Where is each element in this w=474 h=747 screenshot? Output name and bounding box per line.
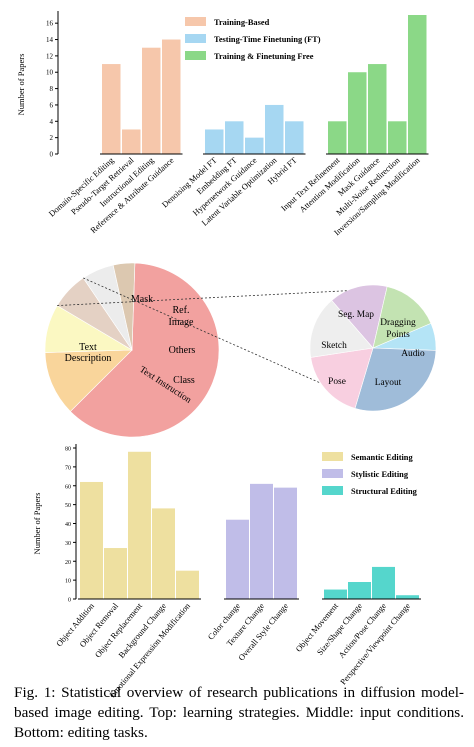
top-y-axis-label: Number of Papers — [16, 54, 26, 116]
input-condition-pie-slice — [44, 349, 133, 412]
bottom-legend-label: Semantic Editing — [351, 453, 413, 462]
top-legend-swatch — [185, 51, 206, 60]
others-breakdown-pie-slice — [310, 347, 374, 409]
bottom-bar — [104, 548, 127, 599]
figure-caption: Fig. 1: Statistical overview of research… — [14, 684, 464, 741]
bottom-category-label: Object Movement — [294, 601, 340, 654]
bottom-y-tick-label: 70 — [65, 465, 71, 471]
bottom-bar — [324, 589, 347, 599]
top-legend-swatch — [185, 17, 206, 26]
bottom-bar — [396, 595, 419, 599]
others-breakdown-pie-slice — [354, 347, 437, 412]
bottom-bar — [250, 483, 273, 599]
bottom-bar — [176, 570, 199, 599]
bottom-y-tick-label: 30 — [65, 541, 71, 547]
bottom-y-tick-label: 60 — [65, 484, 71, 490]
input-condition-pie-chart: TextDescriptionMaskRef.ImageOthersClassT… — [44, 262, 220, 438]
input-condition-pie-label: Others — [169, 345, 196, 356]
zoom-connector-upper — [57, 290, 347, 306]
others-breakdown-pie-label: Seg. Map — [338, 310, 374, 320]
input-condition-pie-label: Ref. — [173, 305, 190, 316]
top-y-tick-label: 8 — [50, 85, 54, 93]
bottom-y-tick-label: 20 — [65, 560, 71, 566]
input-condition-pie-label: Text — [79, 342, 97, 353]
top-bar — [245, 137, 264, 154]
bottom-bar — [152, 508, 175, 599]
bottom-legend-swatch — [322, 486, 343, 495]
top-legend-swatch — [185, 34, 206, 43]
bottom-y-tick-label: 80 — [65, 447, 71, 453]
top-bar — [285, 121, 304, 154]
zoom-connector-lower — [83, 277, 321, 384]
bottom-bar — [274, 487, 297, 599]
top-bar — [368, 64, 387, 154]
bottom-legend-swatch — [322, 452, 343, 461]
top-legend-label: Training & Finetuning Free — [214, 52, 314, 61]
input-condition-pie-label: Description — [65, 353, 112, 364]
bottom-bar — [128, 451, 151, 599]
input-condition-pie-label: Mask — [131, 294, 153, 305]
input-condition-pie-slice — [69, 262, 220, 438]
top-legend-label: Testing-Time Finetuning (FT) — [214, 35, 321, 44]
bottom-bar — [80, 481, 103, 599]
input-condition-pie-label: Image — [169, 317, 195, 328]
others-breakdown-pie-slice — [309, 300, 374, 358]
top-y-tick-label: 0 — [50, 151, 54, 159]
bottom-y-tick-label: 40 — [65, 522, 71, 528]
bottom-legend-swatch — [322, 469, 343, 478]
bottom-chart: 0 10 20 30 40 50 60 70 80 Number of Papers Object … — [32, 444, 421, 699]
others-breakdown-pie-label: Layout — [375, 378, 402, 388]
bottom-bar — [348, 582, 371, 599]
top-y-tick-label: 6 — [50, 101, 54, 109]
others-breakdown-pie-slice — [331, 284, 388, 349]
bottom-y-axis-label: Number of Papers — [32, 493, 42, 555]
top-legend-label: Training-Based — [214, 18, 270, 27]
top-y-tick-label: 16 — [46, 20, 54, 28]
others-breakdown-pie-label: Points — [386, 330, 410, 340]
top-bar — [328, 121, 347, 154]
top-y-tick-label: 10 — [46, 69, 54, 77]
top-bar — [122, 129, 141, 154]
top-bar — [142, 47, 161, 154]
top-y-tick-label: 14 — [46, 36, 54, 44]
others-breakdown-pie-chart: Seg. Map Dragging Points Audio Layout Pose Ske… — [309, 284, 437, 412]
others-breakdown-pie-label: Pose — [328, 377, 346, 387]
input-condition-pie-slice — [112, 262, 136, 351]
top-bar — [265, 104, 284, 154]
top-bar — [348, 72, 367, 154]
bottom-legend-label: Stylistic Editing — [351, 470, 409, 479]
bottom-y-tick-label: 10 — [65, 579, 71, 585]
top-bar — [388, 121, 407, 154]
top-bar — [225, 121, 244, 154]
others-breakdown-pie-label: Audio — [401, 349, 425, 359]
others-breakdown-pie-label: Sketch — [321, 341, 347, 351]
input-condition-pie-label: Class — [173, 375, 195, 386]
bottom-bar — [372, 566, 395, 599]
bottom-bar — [226, 519, 249, 599]
top-bar — [408, 15, 427, 154]
top-y-tick-label: 2 — [50, 134, 54, 142]
bottom-y-tick-label: 50 — [65, 503, 71, 509]
others-breakdown-pie-slice — [372, 286, 432, 349]
bottom-y-tick-label: 0 — [68, 598, 71, 604]
top-y-tick-label: 12 — [46, 52, 54, 60]
bottom-legend-label: Structural Editing — [351, 487, 418, 496]
top-bar — [102, 64, 121, 154]
top-bar — [162, 39, 181, 154]
others-breakdown-pie-label: Dragging — [380, 318, 416, 328]
top-y-tick-label: 4 — [50, 118, 54, 126]
top-bar — [205, 129, 224, 154]
